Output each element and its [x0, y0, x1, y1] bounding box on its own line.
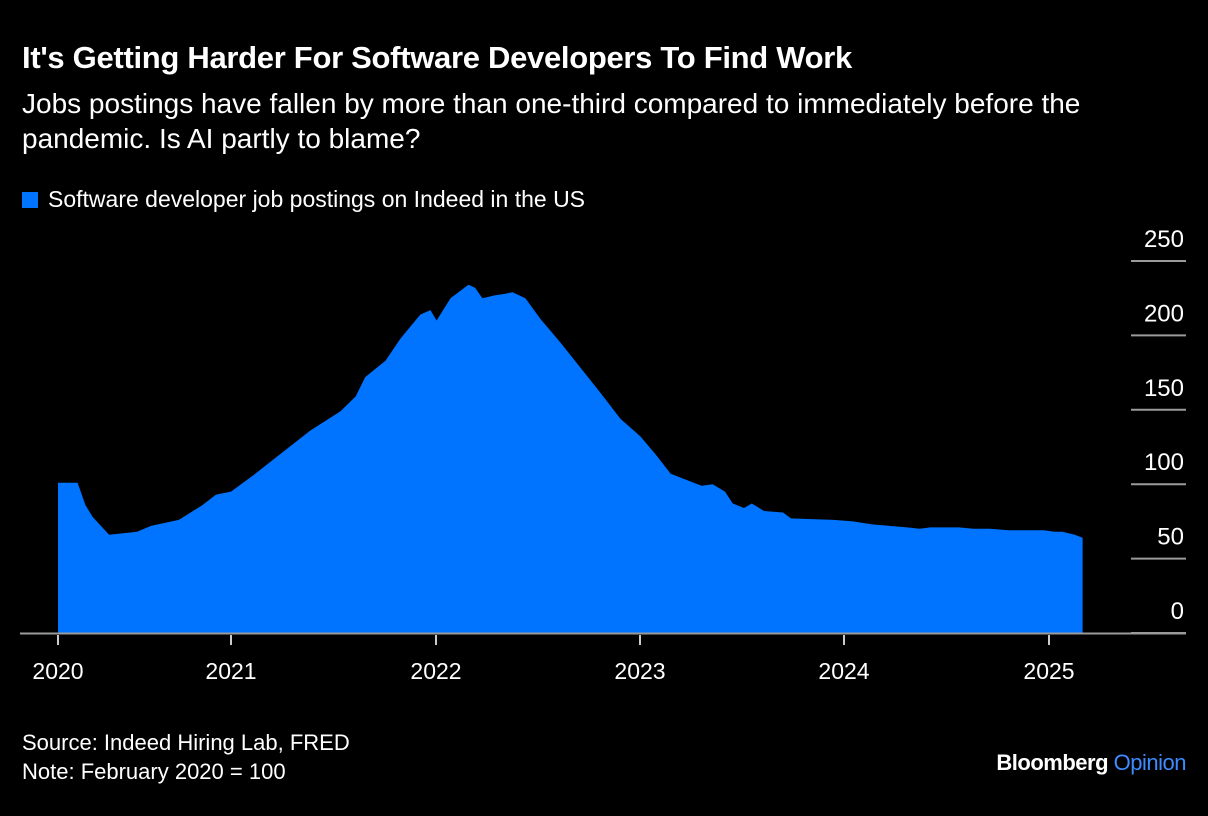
logo-brand: Bloomberg [996, 750, 1109, 775]
y-tick-label: 200 [1144, 300, 1184, 327]
legend-swatch [22, 191, 38, 208]
bloomberg-opinion-logo: Bloomberg Opinion [996, 750, 1186, 776]
x-tick-label: 2025 [1023, 658, 1074, 684]
y-tick-label: 250 [1144, 226, 1184, 253]
x-tick-label: 2022 [410, 658, 461, 684]
source-text: Source: Indeed Hiring Lab, FRED [22, 730, 350, 755]
x-tick-label: 2021 [205, 658, 256, 684]
x-tick-label: 2020 [32, 658, 83, 684]
logo-section: Opinion [1113, 750, 1187, 775]
y-tick-label: 100 [1144, 449, 1184, 476]
chart-title: It's Getting Harder For Software Develop… [22, 40, 852, 75]
source-notes: Source: Indeed Hiring Lab, FRED Note: Fe… [22, 728, 350, 786]
x-tick-label: 2023 [614, 658, 665, 684]
x-tick-label: 2024 [818, 658, 869, 684]
y-tick-label: 0 [1171, 598, 1184, 625]
y-tick-label: 50 [1157, 524, 1184, 551]
y-tick-label: 150 [1144, 375, 1184, 402]
chart-subtitle: Jobs postings have fallen by more than o… [22, 88, 1081, 154]
legend: Software developer job postings on Indee… [22, 186, 585, 213]
series-area [58, 284, 1083, 633]
legend-label: Software developer job postings on Indee… [48, 186, 586, 212]
note-text: Note: February 2020 = 100 [22, 759, 286, 784]
